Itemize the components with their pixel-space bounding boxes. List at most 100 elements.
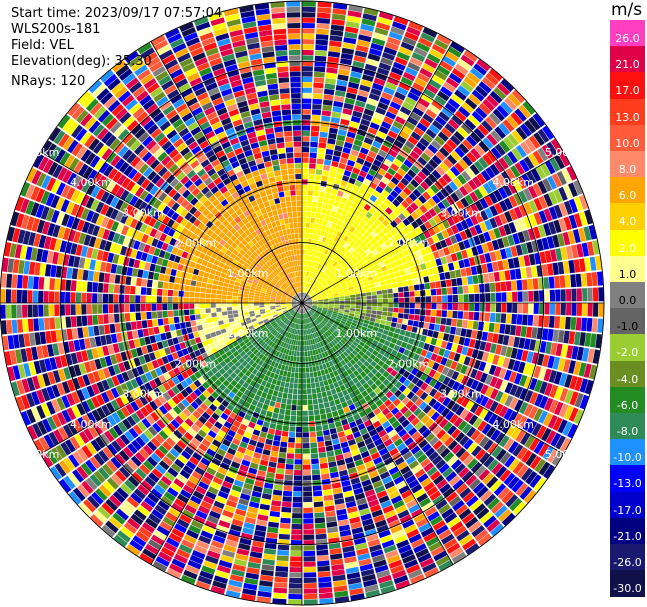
gate — [303, 329, 306, 335]
gate — [318, 142, 327, 149]
gate — [379, 471, 390, 480]
gate — [370, 287, 377, 292]
gate — [483, 322, 490, 332]
gate — [280, 323, 285, 328]
gate — [325, 510, 336, 517]
gate — [326, 244, 331, 250]
gate — [227, 307, 233, 311]
gate — [521, 279, 528, 291]
gate — [195, 510, 208, 520]
gate — [571, 303, 577, 316]
gate — [305, 313, 308, 318]
gate — [310, 377, 315, 383]
gate — [451, 318, 458, 327]
gate — [367, 127, 378, 135]
gate — [388, 203, 397, 211]
gate — [310, 447, 318, 454]
gate — [304, 276, 306, 282]
gate — [310, 333, 314, 339]
gate — [162, 426, 173, 437]
gate — [379, 338, 386, 344]
gate — [299, 308, 301, 314]
gate — [544, 250, 552, 263]
gate — [411, 431, 421, 441]
gate — [244, 477, 255, 485]
gate — [481, 351, 490, 362]
gate — [328, 46, 341, 53]
gate — [310, 328, 314, 334]
gate — [355, 293, 361, 297]
gate — [398, 313, 404, 319]
gate — [214, 530, 227, 539]
gate — [373, 211, 381, 219]
gate — [311, 125, 320, 132]
gate — [321, 248, 326, 254]
gate — [319, 271, 324, 277]
gate — [420, 382, 429, 391]
gate — [325, 516, 337, 523]
gate — [438, 463, 450, 474]
gate — [318, 330, 323, 336]
gate — [383, 116, 394, 125]
gate — [308, 410, 314, 416]
gate — [312, 104, 322, 110]
gate — [272, 440, 281, 447]
gate — [424, 567, 439, 578]
gate — [194, 466, 205, 476]
gate — [326, 288, 332, 292]
gate — [149, 335, 157, 344]
gate — [262, 487, 273, 495]
gate — [545, 341, 552, 355]
gate — [355, 299, 361, 303]
gate — [554, 276, 560, 289]
gate — [310, 316, 315, 321]
gate — [400, 76, 414, 87]
gate — [444, 123, 456, 134]
gate — [288, 388, 293, 394]
gate — [309, 272, 312, 278]
gate — [468, 257, 476, 267]
gate — [226, 471, 237, 479]
gate — [364, 285, 371, 290]
gate — [494, 378, 503, 390]
gate — [359, 398, 367, 405]
gate — [310, 272, 314, 278]
gate — [272, 314, 278, 318]
gate — [315, 343, 320, 349]
gate — [337, 238, 343, 244]
gate — [321, 272, 326, 278]
gate — [403, 494, 416, 504]
gate — [586, 241, 595, 256]
gate — [130, 455, 142, 467]
gate — [176, 518, 190, 529]
gate — [305, 324, 308, 330]
gate — [451, 428, 461, 439]
gate — [159, 405, 168, 415]
gate — [529, 455, 542, 470]
gate — [474, 224, 483, 235]
gate — [203, 328, 210, 335]
gate — [189, 382, 198, 391]
gate — [135, 436, 146, 448]
gate — [210, 585, 226, 595]
gate — [305, 228, 310, 234]
gate — [303, 287, 305, 293]
gate — [351, 449, 360, 457]
gate — [415, 388, 424, 398]
gate — [250, 346, 257, 353]
gate — [348, 346, 354, 352]
gate — [46, 450, 58, 465]
gate — [236, 503, 248, 511]
gate — [315, 44, 328, 51]
gate — [303, 464, 311, 470]
gate — [290, 540, 302, 546]
gate — [505, 346, 513, 358]
gate — [506, 303, 512, 313]
gate — [336, 134, 346, 142]
gate — [359, 563, 374, 572]
gate — [512, 291, 518, 302]
gate — [304, 345, 307, 352]
gate — [306, 296, 311, 300]
gate — [254, 530, 266, 537]
gate — [306, 345, 310, 351]
